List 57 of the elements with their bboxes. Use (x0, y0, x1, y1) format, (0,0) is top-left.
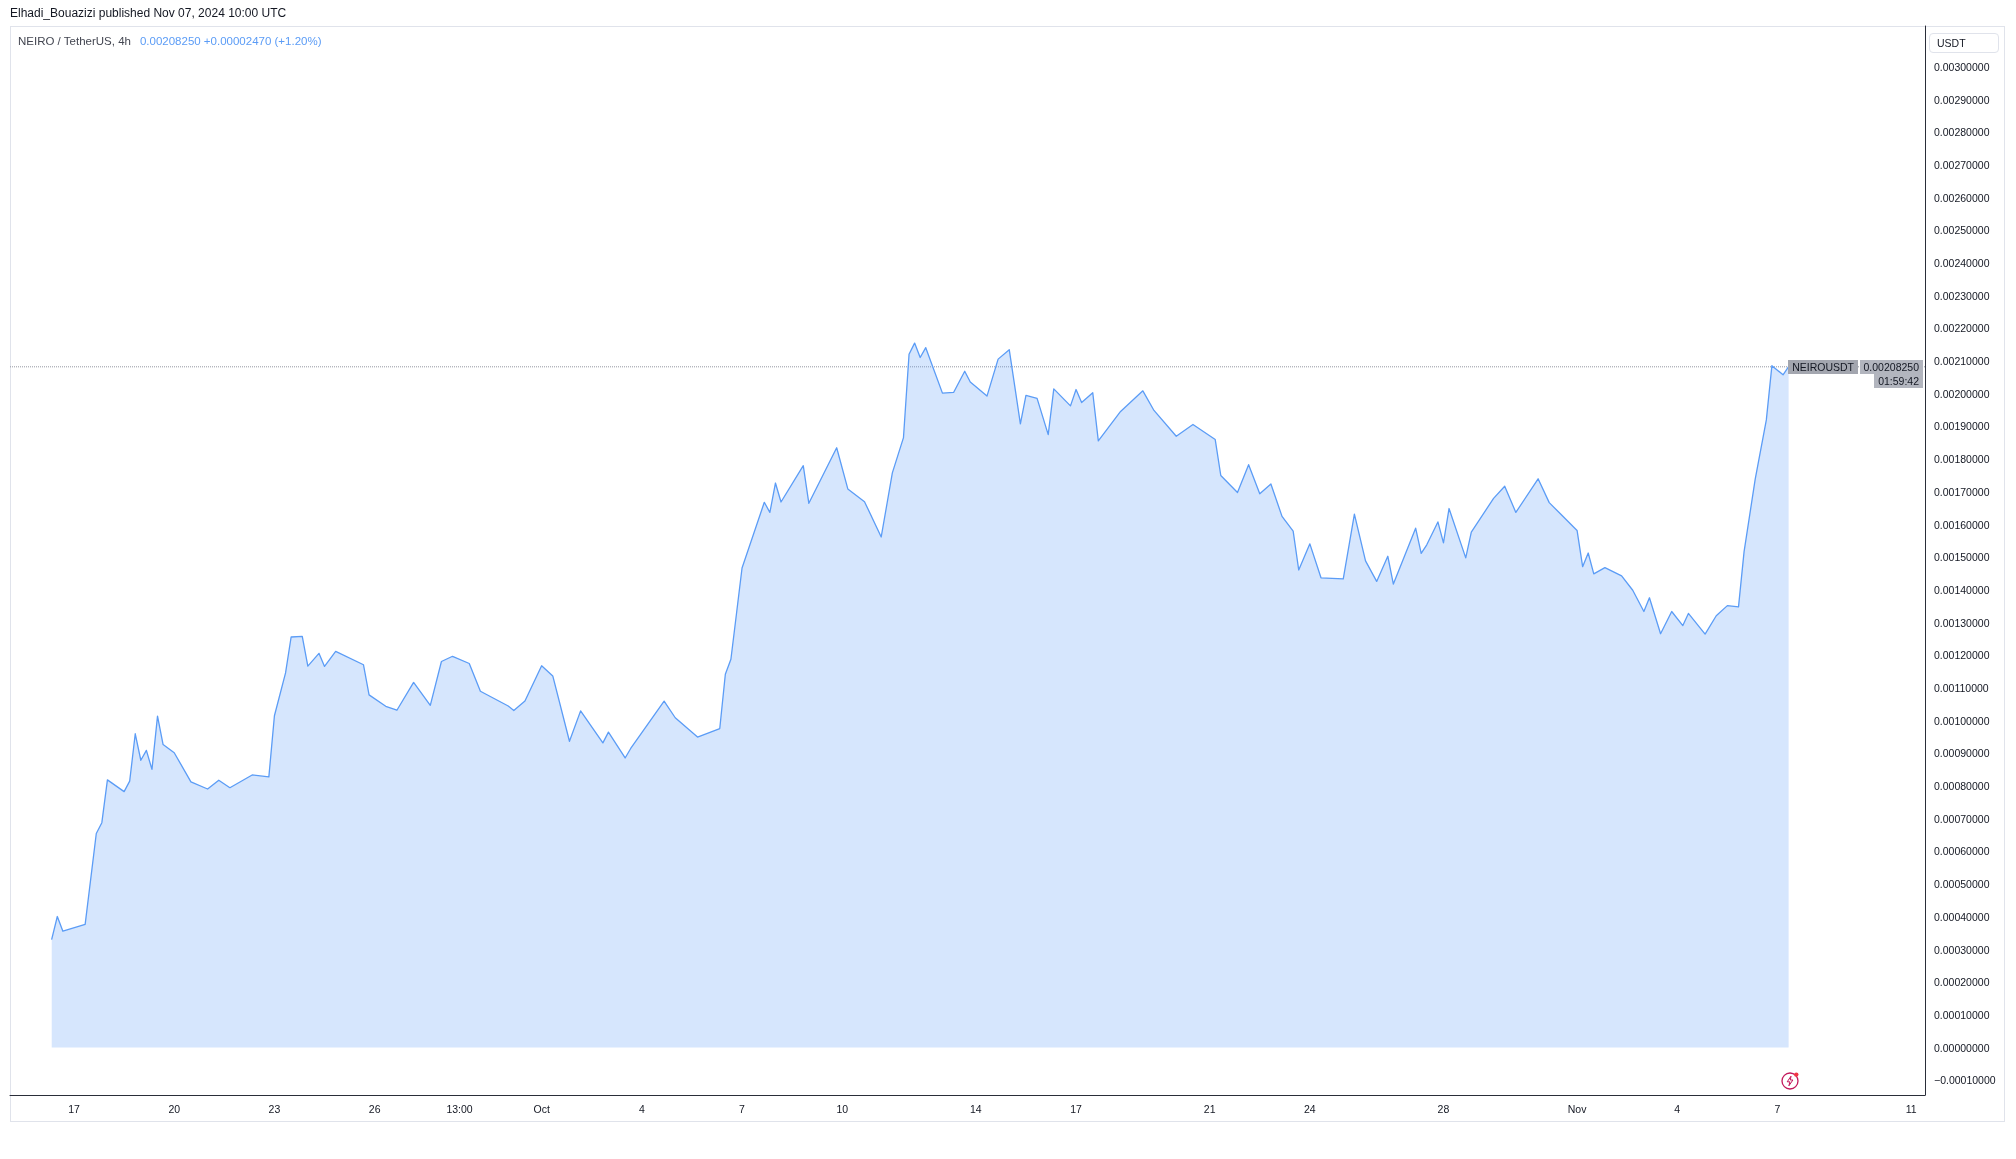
y-tick-label: 0.00180000 (1934, 453, 1990, 466)
y-tick-label: 0.00230000 (1934, 289, 1990, 302)
x-tick-label: 7 (739, 1102, 746, 1115)
y-tick-label: 0.00300000 (1934, 60, 1990, 73)
y-tick-label: 0.00040000 (1934, 910, 1990, 923)
y-tick-label: 0.00250000 (1934, 224, 1990, 237)
x-tick-label: 11 (1905, 1102, 1917, 1115)
x-tick-label: 21 (1203, 1102, 1216, 1115)
y-tick-label: 0.00120000 (1934, 649, 1990, 662)
y-tick-label: 0.00260000 (1934, 191, 1990, 204)
annotation: 01:59:42 (1874, 373, 1923, 388)
y-tick-label: 0.00290000 (1934, 93, 1990, 106)
x-tick-label: 7 (1774, 1102, 1781, 1115)
y-axis-title: USDT (1929, 33, 1999, 53)
x-tick-label: 24 (1304, 1102, 1316, 1115)
y-tick-label: 0.00090000 (1934, 747, 1990, 760)
ref-line-label: NEIROUSDT (1788, 359, 1858, 374)
y-tick-label: 0.00220000 (1934, 322, 1990, 335)
annotation: 0.00208250 (1859, 359, 1923, 374)
x-tick-label: 23 (268, 1102, 281, 1115)
text: 0.00208250 +0.00002470 (+1.20%) (139, 34, 322, 48)
y-tick-label: 0.00280000 (1934, 126, 1990, 139)
y-tick-label: 0.00190000 (1934, 420, 1990, 433)
y-tick-label: 0.00240000 (1934, 257, 1990, 270)
x-tick-label: 26 (368, 1102, 381, 1115)
x-tick-label: Oct (533, 1102, 550, 1115)
y-tick-label: 0.00070000 (1934, 812, 1990, 825)
text: Elhadi_Bouazizi published Nov 07, 2024 10:00 UTC (10, 6, 287, 20)
y-tick-label: 0.00210000 (1934, 355, 1990, 368)
y-tick-label: −0.00010000 (1934, 1074, 1996, 1087)
y-tick-label: 0.00060000 (1934, 845, 1990, 858)
y-tick-label: 0.00110000 (1934, 682, 1989, 694)
y-tick-label: 0.00020000 (1934, 976, 1990, 989)
x-tick-label: 13:00 (446, 1102, 473, 1115)
x-tick-label: 20 (168, 1102, 181, 1115)
x-tick-label: Nov (1567, 1102, 1588, 1115)
x-tick-label: 28 (1437, 1102, 1450, 1115)
y-tick-label: 0.00100000 (1934, 714, 1990, 727)
y-tick-label: 0.00080000 (1934, 780, 1990, 793)
y-tick-label: 0.00270000 (1934, 158, 1990, 171)
x-tick-label: 17 (68, 1102, 81, 1115)
y-tick-label: 0.00000000 (1934, 1041, 1990, 1054)
y-tick-label: 0.00160000 (1934, 518, 1990, 531)
y-tick-label: 0.00010000 (1934, 1008, 1990, 1021)
x-tick-label: 10 (836, 1102, 849, 1115)
text: NEIRO / TetherUS, 4h (18, 34, 131, 48)
x-tick-label: 17 (1070, 1102, 1083, 1115)
x-tick-label: 14 (970, 1102, 982, 1115)
y-tick-label: 0.00200000 (1934, 387, 1990, 400)
y-tick-label: 0.00140000 (1934, 583, 1990, 596)
y-tick-label: 0.00030000 (1934, 943, 1990, 956)
y-tick-label: 0.00050000 (1934, 878, 1990, 891)
x-tick-label: 4 (1674, 1102, 1681, 1115)
y-tick-label: 0.00130000 (1934, 616, 1990, 629)
y-tick-label: 0.00170000 (1934, 485, 1990, 498)
x-tick-label: 4 (638, 1102, 645, 1115)
y-tick-label: 0.00150000 (1934, 551, 1990, 564)
